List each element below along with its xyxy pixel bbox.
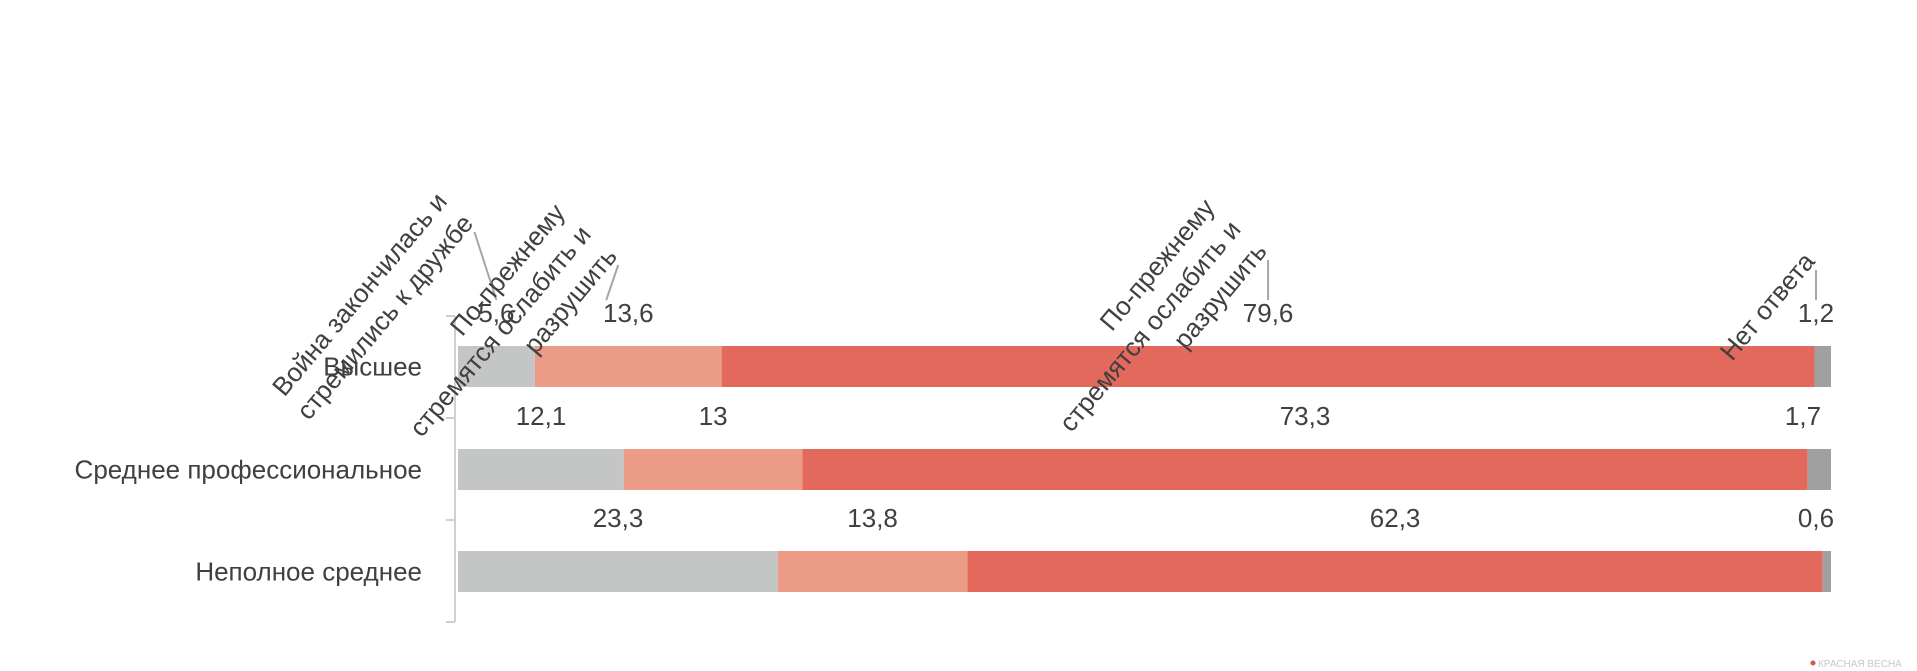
data-label: 5,6 xyxy=(478,298,514,328)
data-label: 1,7 xyxy=(1785,401,1821,431)
legend-label-line: стремятся ослабить и xyxy=(1053,215,1247,438)
category-axis xyxy=(446,315,456,623)
bar-segment xyxy=(967,551,1823,592)
bar-segment xyxy=(777,551,968,592)
bar-segment xyxy=(458,346,535,387)
bar-segment xyxy=(458,449,624,490)
bar-segment xyxy=(802,449,1808,490)
bar-segment xyxy=(1807,449,1831,490)
legend-leader-line xyxy=(605,264,620,301)
data-label: 23,3 xyxy=(593,503,644,533)
data-label: 13,8 xyxy=(847,503,898,533)
bar-segment xyxy=(721,346,1815,387)
category-label: Неполное среднее xyxy=(195,557,422,587)
bar-segment xyxy=(1822,551,1831,592)
data-label: 13,6 xyxy=(603,298,654,328)
bar-segment xyxy=(623,449,803,490)
category-labels: Высшее Среднее профессиональное Неполное с… xyxy=(75,352,422,587)
data-label: 79,6 xyxy=(1243,298,1294,328)
data-label: 12,1 xyxy=(516,401,567,431)
category-label: Высшее xyxy=(323,352,422,382)
data-label: 1,2 xyxy=(1798,298,1834,328)
category-label: Среднее профессиональное xyxy=(75,455,422,485)
data-label: 62,3 xyxy=(1370,503,1421,533)
data-label: 0,6 xyxy=(1798,503,1834,533)
bar-segment xyxy=(458,551,778,592)
data-label: 13 xyxy=(699,401,728,431)
legend-leader-line xyxy=(473,231,498,301)
watermark-text: КРАСНАЯ ВЕСНА xyxy=(1818,659,1902,670)
data-label: 73,3 xyxy=(1280,401,1331,431)
data-labels: 5,6 13,6 79,6 1,2 12,1 13 73,3 1,7 23,3 13,8 62,3 0… xyxy=(478,298,1834,533)
watermark: КРАСНАЯ ВЕСНА xyxy=(1810,659,1902,670)
bar-segment xyxy=(534,346,722,387)
bar-segment xyxy=(1814,346,1831,387)
watermark-dot xyxy=(1810,660,1816,666)
bars xyxy=(458,346,1831,592)
